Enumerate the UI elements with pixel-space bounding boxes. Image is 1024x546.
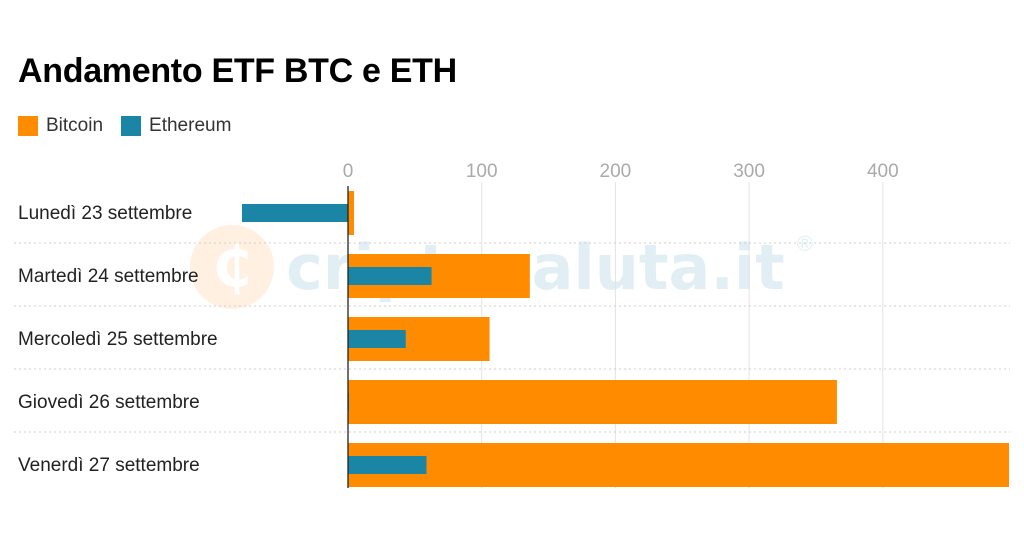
bar-bitcoin: [348, 191, 355, 235]
bar-ethereum: [348, 456, 427, 474]
bar-ethereum: [348, 330, 406, 348]
chart-title: Andamento ETF BTC e ETH: [18, 52, 457, 90]
legend-item-bitcoin: Bitcoin: [18, 115, 103, 137]
legend-swatch-ethereum: [121, 116, 142, 136]
legend-label-bitcoin: Bitcoin: [46, 115, 104, 136]
bar-ethereum: [348, 267, 432, 285]
x-tick-label: 100: [466, 161, 498, 182]
x-tick-label: 300: [733, 161, 765, 182]
x-tick-label: 200: [600, 161, 632, 182]
category-label: Venerdì 27 settembre: [18, 455, 200, 476]
category-label: Mercoledì 25 settembre: [18, 329, 218, 350]
bar-ethereum: [241, 204, 348, 222]
legend-item-ethereum: Ethereum: [121, 115, 231, 137]
bar-bitcoin: [348, 380, 837, 424]
category-label: Giovedì 26 settembre: [18, 392, 200, 413]
x-tick-label: 0: [343, 161, 354, 182]
category-label: Martedì 24 settembre: [18, 266, 199, 287]
legend-label-ethereum: Ethereum: [149, 115, 232, 136]
bar-bitcoin: [348, 443, 1010, 487]
x-tick-label: 400: [867, 161, 899, 182]
legend-swatch-bitcoin: [18, 116, 38, 136]
legend: Bitcoin Ethereum: [18, 115, 231, 137]
category-label: Lunedì 23 settembre: [18, 203, 192, 224]
